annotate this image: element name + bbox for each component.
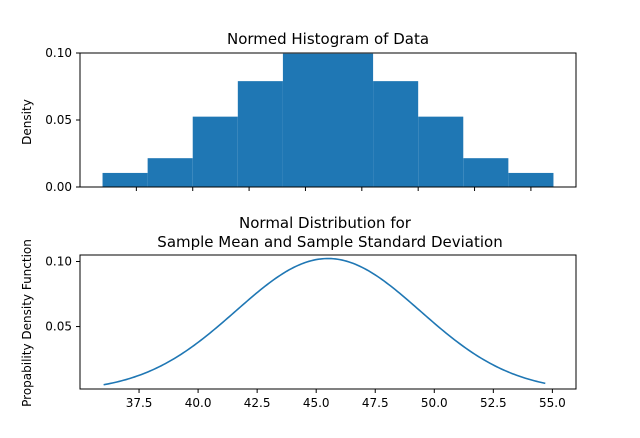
pdf-y-tick-label: 0.10 [45, 255, 72, 269]
pdf-x-tick-label: 42.5 [244, 396, 271, 410]
histogram-y-tick-label: 0.00 [45, 180, 72, 194]
histogram-bars [102, 53, 554, 187]
pdf-y-axis-label: Propability Density Function [20, 239, 34, 407]
pdf-axes-frame [79, 254, 577, 390]
histogram-subplot: Normed Histogram of Data Density 0.000.0… [20, 30, 577, 194]
pdf-x-tick-label: 52.5 [480, 396, 507, 410]
pdf-subplot: Normal Distribution for Sample Mean and … [20, 214, 577, 410]
histogram-bar [192, 116, 238, 187]
histogram-title: Normed Histogram of Data [227, 30, 429, 48]
histogram-bar [237, 81, 283, 187]
pdf-y-tick-label: 0.05 [45, 320, 72, 334]
histogram-bar [282, 53, 328, 187]
pdf-x-tick-label: 50.0 [421, 396, 448, 410]
histogram-bar [373, 81, 419, 187]
pdf-axes: 0.05 0.10 37.5 40.0 42.5 45.0 47.5 50.0 52.5 55.0 [45, 254, 577, 410]
pdf-title-line-1: Normal Distribution for [239, 214, 412, 232]
pdf-x-tick-label: 47.5 [362, 396, 389, 410]
histogram-y-tick-label: 0.10 [45, 46, 72, 60]
pdf-x-tick-label: 40.0 [185, 396, 212, 410]
histogram-bar [508, 172, 554, 187]
histogram-bar [102, 172, 148, 187]
pdf-x-tick-label: 45.0 [303, 396, 330, 410]
histogram-bar [463, 158, 509, 187]
histogram-bar [328, 53, 374, 187]
histogram-y-axis-label: Density [20, 99, 34, 145]
pdf-curve-group [103, 257, 546, 386]
pdf-title-line-2: Sample Mean and Sample Standard Deviatio… [157, 233, 502, 251]
histogram-bar [147, 158, 193, 187]
histogram-y-tick-label: 0.05 [45, 113, 72, 127]
pdf-x-tick-label: 55.0 [539, 396, 566, 410]
histogram-bar [418, 116, 464, 187]
pdf-x-tick-label: 37.5 [126, 396, 153, 410]
histogram-axes: 0.00 0.05 0.10 [45, 46, 577, 194]
pdf-curve [103, 257, 546, 386]
